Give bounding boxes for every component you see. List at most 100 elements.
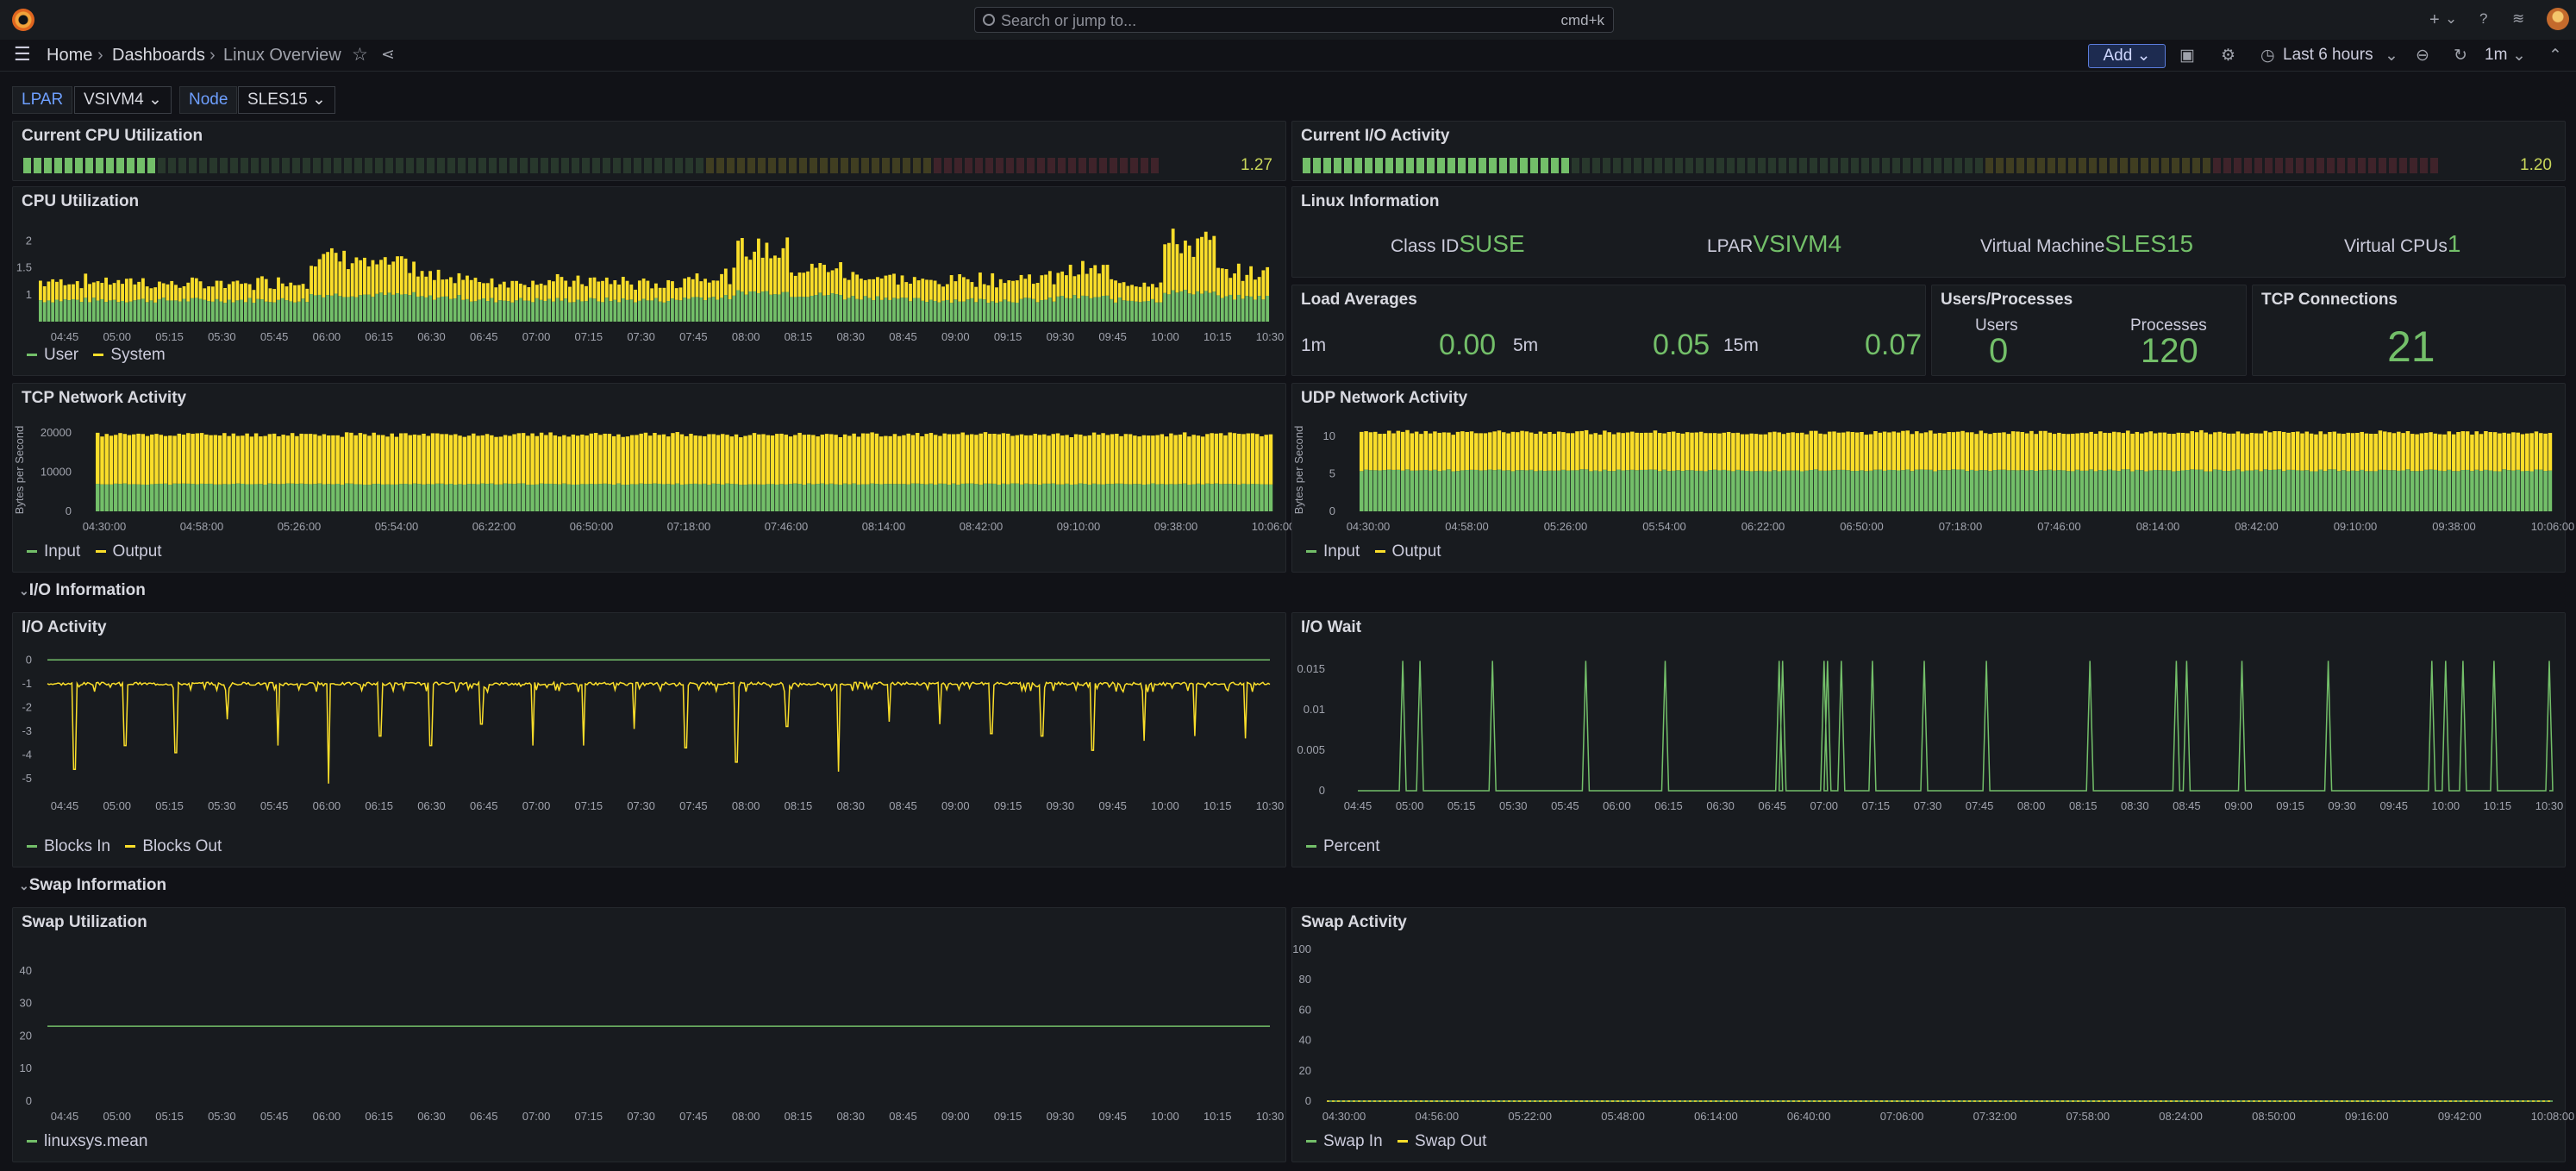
panel-tcp-network[interactable]: TCP Network Activity 0 10000 20000 04:30:00… bbox=[12, 383, 1295, 573]
menu-hamburger-icon[interactable]: ☰ bbox=[14, 43, 31, 65]
refresh-icon[interactable]: ↻ bbox=[2454, 47, 2467, 65]
legend-blocks-in[interactable]: Blocks In bbox=[44, 837, 111, 855]
grafana-logo-icon[interactable] bbox=[12, 9, 34, 31]
cpu-system-bar bbox=[793, 275, 797, 297]
panel-swap-activity[interactable]: Swap Activity 0 20 40 60 80 100 04:30:00 04:56:… bbox=[1291, 907, 2574, 1162]
input-bar bbox=[231, 484, 236, 511]
output-bar bbox=[227, 435, 231, 485]
cpu-user-bar bbox=[1047, 297, 1052, 322]
panel-linux-information[interactable]: Linux Information Class IDSUSE LPARVSIVM… bbox=[1291, 186, 2566, 278]
breadcrumb-dashboards[interactable]: Dashboards bbox=[112, 46, 205, 65]
output-bar bbox=[1254, 434, 1260, 485]
input-bar bbox=[96, 484, 100, 511]
collapse-chevron-up-icon[interactable]: ⌃ bbox=[2548, 47, 2562, 65]
new-plus-icon[interactable]: + bbox=[2429, 10, 2440, 29]
output-bar bbox=[951, 434, 956, 484]
output-bar bbox=[1141, 435, 1147, 485]
save-icon[interactable]: ▣ bbox=[2179, 47, 2195, 65]
row-io-information[interactable]: ⌄I/O Information bbox=[19, 581, 146, 600]
panel-swap-utilization[interactable]: Swap Utilization 0 10 20 30 40 04:45 05:00 05:1… bbox=[12, 907, 1286, 1162]
add-button[interactable]: Add ⌄ bbox=[2088, 44, 2166, 68]
variable-label-lpar: LPAR bbox=[12, 86, 73, 114]
news-rss-icon[interactable]: ≋ bbox=[2512, 10, 2525, 27]
cpu-system-bar bbox=[223, 288, 228, 304]
legend-output[interactable]: Output bbox=[112, 542, 162, 560]
legend-input[interactable]: Input bbox=[44, 542, 81, 560]
cpu-system-bar bbox=[1187, 245, 1191, 294]
cpu-system-bar bbox=[654, 283, 658, 298]
output-bar bbox=[1055, 433, 1060, 485]
legend-swap-out[interactable]: Swap Out bbox=[1414, 1132, 1487, 1150]
legend-swap-in[interactable]: Swap In bbox=[1323, 1132, 1383, 1150]
breadcrumb-home[interactable]: Home bbox=[47, 46, 93, 65]
star-icon[interactable]: ☆ bbox=[352, 45, 368, 65]
output-bar bbox=[1196, 435, 1201, 484]
cpu-user-bar bbox=[289, 301, 293, 322]
cpu-system-bar bbox=[338, 261, 342, 297]
gauge-cell bbox=[158, 158, 166, 173]
output-bar bbox=[2190, 431, 2195, 470]
input-bar bbox=[816, 484, 820, 511]
input-bar bbox=[426, 484, 430, 511]
legend-user[interactable]: User bbox=[44, 346, 79, 364]
settings-gear-icon[interactable]: ⚙ bbox=[2221, 47, 2236, 65]
chevron-down-icon[interactable]: ⌄ bbox=[2385, 47, 2398, 65]
panel-io-activity[interactable]: I/O Activity 0 -1 -2 -3 -4 -5 04:45 05:00 05:15 0… bbox=[12, 612, 1286, 867]
variable-select-node[interactable]: SLES15 ⌄ bbox=[238, 86, 335, 114]
input-bar bbox=[757, 484, 761, 511]
gauge-cell bbox=[1830, 158, 1838, 173]
cpu-user-bar bbox=[84, 297, 88, 322]
panel-current-io[interactable]: Current I/O Activity 1.20 bbox=[1291, 121, 2566, 181]
output-bar bbox=[666, 436, 671, 485]
variable-select-lpar[interactable]: VSIVM4 ⌄ bbox=[74, 86, 172, 114]
cpu-system-bar bbox=[128, 278, 133, 302]
output-bar bbox=[440, 434, 444, 484]
help-icon[interactable]: ? bbox=[2479, 10, 2488, 27]
cpu-user-bar bbox=[153, 302, 158, 322]
input-bar bbox=[834, 484, 838, 511]
row-swap-information[interactable]: ⌄Swap Information bbox=[19, 876, 166, 895]
input-bar bbox=[1268, 484, 1273, 511]
output-bar bbox=[1360, 431, 1364, 472]
user-avatar[interactable] bbox=[2547, 8, 2569, 30]
share-icon[interactable]: ⋖ bbox=[381, 46, 395, 64]
legend-system[interactable]: System bbox=[110, 346, 166, 364]
output-bar bbox=[1745, 434, 1749, 471]
cpu-system-bar bbox=[925, 279, 928, 303]
panel-udp-network[interactable]: UDP Network Activity 0 5 10 04:30:00 04:58:0… bbox=[1291, 383, 2574, 573]
cpu-user-bar bbox=[1035, 302, 1040, 322]
panel-users-processes[interactable]: Users/Processes Users 0 Processes 120 bbox=[1931, 285, 2247, 376]
cpu-user-bar bbox=[958, 301, 962, 322]
cpu-user-bar bbox=[256, 298, 260, 322]
legend-linuxsys-mean[interactable]: linuxsys.mean bbox=[44, 1132, 148, 1150]
cpu-user-bar bbox=[1224, 296, 1229, 322]
output-bar bbox=[2470, 435, 2474, 472]
panel-tcp-connections[interactable]: TCP Connections 21 bbox=[2252, 285, 2566, 376]
output-bar bbox=[1910, 434, 1915, 472]
chart-legend: User System bbox=[16, 346, 166, 365]
legend-output[interactable]: Output bbox=[1391, 542, 1441, 560]
chevron-down-icon[interactable]: ⌄ bbox=[2512, 47, 2526, 65]
output-bar bbox=[1364, 431, 1368, 470]
panel-cpu-utilization[interactable]: CPU Utilization 1 1.5 2 04:45 05:00 05:15 05:3… bbox=[12, 186, 1286, 376]
chevron-down-icon[interactable]: ⌄ bbox=[2445, 10, 2458, 27]
gauge-cell bbox=[1530, 158, 1538, 173]
output-bar bbox=[988, 434, 992, 484]
legend-blocks-out[interactable]: Blocks Out bbox=[142, 837, 222, 855]
panel-current-cpu[interactable]: Current CPU Utilization 1.27 bbox=[12, 121, 1286, 181]
time-range-picker[interactable]: Last 6 hours bbox=[2283, 46, 2373, 64]
panel-io-wait[interactable]: I/O Wait 0 0.005 0.01 0.015 04:45 05:00 05:15 0… bbox=[1291, 612, 2566, 867]
panel-load-averages[interactable]: Load Averages 1m 0.00 5m 0.05 15m 0.07 bbox=[1291, 285, 1926, 376]
legend-percent[interactable]: Percent bbox=[1323, 837, 1380, 855]
legend-input[interactable]: Input bbox=[1323, 542, 1360, 560]
gauge-cell bbox=[685, 158, 693, 173]
refresh-interval-picker[interactable]: 1m bbox=[2485, 46, 2508, 64]
zoom-out-icon[interactable]: ⊖ bbox=[2416, 47, 2429, 65]
cpu-system-bar bbox=[1257, 277, 1261, 297]
cpu-system-bar bbox=[842, 278, 847, 300]
cpu-user-bar bbox=[198, 298, 203, 322]
cpu-user-bar bbox=[601, 302, 604, 322]
search-input[interactable]: Search or jump to... cmd+k bbox=[974, 7, 1614, 33]
cpu-system-bar bbox=[91, 282, 96, 298]
output-bar bbox=[1529, 432, 1534, 470]
